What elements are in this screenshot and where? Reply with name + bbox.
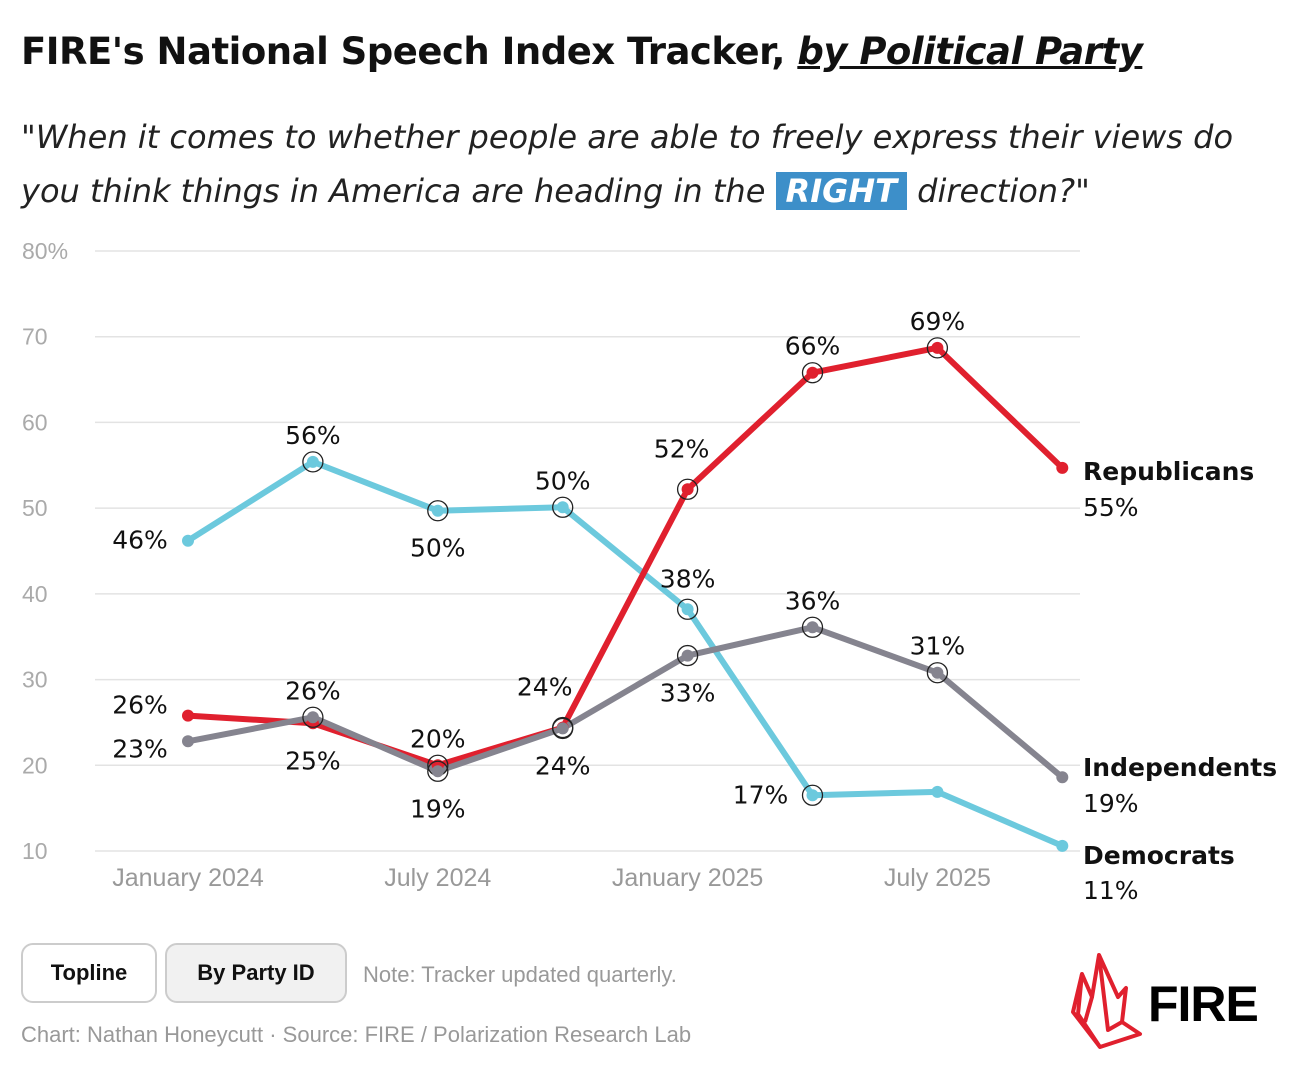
data-label: 19% bbox=[410, 794, 466, 823]
chart-subtitle: "When it comes to whether people are abl… bbox=[21, 110, 1261, 218]
data-point-marker bbox=[801, 362, 824, 384]
data-label: 56% bbox=[285, 421, 341, 450]
title-emphasis: by Political Party bbox=[797, 30, 1143, 73]
data-point-marker bbox=[676, 478, 699, 500]
data-point-marker bbox=[302, 451, 324, 473]
data-point-marker bbox=[801, 616, 824, 638]
series-name-label: Republicans bbox=[1083, 457, 1254, 486]
x-tick-label: July 2025 bbox=[884, 864, 991, 892]
by-party-button[interactable]: By Party ID bbox=[165, 943, 347, 1003]
data-label: 66% bbox=[785, 332, 841, 361]
title-main: FIRE's National Speech Index Tracker, bbox=[21, 30, 798, 73]
data-point-marker bbox=[801, 784, 824, 806]
data-point bbox=[931, 666, 944, 679]
data-label: 50% bbox=[535, 466, 591, 495]
series-line-republicans bbox=[187, 344, 1065, 769]
series-name-label: Independents bbox=[1083, 753, 1277, 782]
data-label: 52% bbox=[654, 434, 710, 463]
data-label: 24% bbox=[517, 673, 573, 702]
data-label: 46% bbox=[112, 526, 168, 555]
data-point-marker bbox=[552, 496, 574, 518]
fire-flame-logo-icon bbox=[1071, 953, 1142, 1049]
data-point bbox=[556, 501, 569, 514]
data-label: 24% bbox=[535, 751, 591, 780]
line-chart: 10 20 30 40 50 60 70 80% January 2024 July 2024 Ja… bbox=[22, 238, 1277, 905]
y-tick-label: 80% bbox=[22, 238, 68, 264]
topline-button[interactable]: Topline bbox=[21, 943, 157, 1003]
series-line-independents bbox=[187, 624, 1065, 780]
y-tick-label: 60 bbox=[22, 409, 48, 435]
data-point bbox=[1056, 461, 1069, 474]
data-label: 25% bbox=[285, 746, 341, 775]
y-tick-label: 40 bbox=[22, 581, 48, 607]
data-point bbox=[431, 765, 444, 778]
data-label: 20% bbox=[410, 724, 466, 753]
data-point-marker bbox=[676, 644, 699, 667]
subtitle-highlight: RIGHT bbox=[775, 172, 907, 210]
data-point bbox=[556, 722, 569, 735]
series-line-democrats bbox=[186, 458, 1064, 849]
data-point bbox=[806, 366, 819, 379]
data-point-marker bbox=[427, 760, 449, 782]
fire-logo-text: FIRE bbox=[1148, 976, 1259, 1032]
data-label: 36% bbox=[785, 586, 841, 615]
data-label: 26% bbox=[285, 676, 341, 705]
subtitle-text-end: direction?" bbox=[906, 172, 1090, 210]
data-point bbox=[681, 603, 694, 616]
x-tick-label: July 2024 bbox=[384, 864, 491, 892]
data-label: 69% bbox=[910, 307, 966, 336]
y-tick-label: 10 bbox=[22, 838, 48, 864]
x-tick-label: January 2024 bbox=[112, 864, 264, 892]
data-point bbox=[182, 709, 194, 722]
data-point bbox=[306, 711, 319, 724]
data-point-marker bbox=[427, 500, 449, 522]
data-point bbox=[681, 483, 694, 496]
data-point-marker bbox=[676, 598, 699, 620]
series-end-value: 19% bbox=[1083, 789, 1139, 818]
y-tick-label: 20 bbox=[22, 752, 48, 778]
subtitle-text: "When it comes to whether people are abl… bbox=[21, 118, 1234, 210]
data-label: 23% bbox=[112, 734, 168, 763]
credit: Chart: Nathan Honeycutt · Source: FIRE /… bbox=[21, 1022, 692, 1047]
series-name-label: Democrats bbox=[1083, 841, 1235, 870]
data-label: 31% bbox=[910, 632, 966, 661]
y-tick-label: 30 bbox=[22, 667, 48, 693]
data-point-marker bbox=[302, 706, 324, 728]
data-label: 38% bbox=[660, 564, 716, 593]
data-point-marker bbox=[552, 717, 574, 740]
data-point-marker bbox=[926, 662, 949, 684]
data-point-marker bbox=[926, 337, 949, 359]
y-tick-label: 70 bbox=[22, 324, 48, 350]
chart-title: FIRE's National Speech Index Tracker, by… bbox=[21, 30, 1143, 73]
data-label: 33% bbox=[660, 679, 716, 708]
data-point bbox=[806, 789, 819, 802]
y-tick-label: 50 bbox=[22, 495, 48, 521]
data-point bbox=[306, 455, 319, 468]
x-tick-label: January 2025 bbox=[612, 864, 764, 892]
note: Note: Tracker updated quarterly. bbox=[363, 962, 677, 987]
data-point bbox=[1056, 839, 1069, 852]
data-point bbox=[182, 735, 194, 748]
data-label: 26% bbox=[112, 691, 168, 720]
data-point bbox=[931, 785, 944, 798]
series-end-value: 55% bbox=[1083, 493, 1139, 522]
series-end-value: 11% bbox=[1083, 876, 1139, 905]
data-point bbox=[431, 504, 444, 517]
data-label: 50% bbox=[410, 534, 466, 563]
data-point bbox=[806, 621, 819, 634]
data-point bbox=[1056, 771, 1069, 784]
data-point bbox=[681, 649, 694, 662]
data-point bbox=[931, 341, 944, 354]
data-label: 17% bbox=[733, 780, 789, 809]
data-point bbox=[182, 534, 194, 547]
